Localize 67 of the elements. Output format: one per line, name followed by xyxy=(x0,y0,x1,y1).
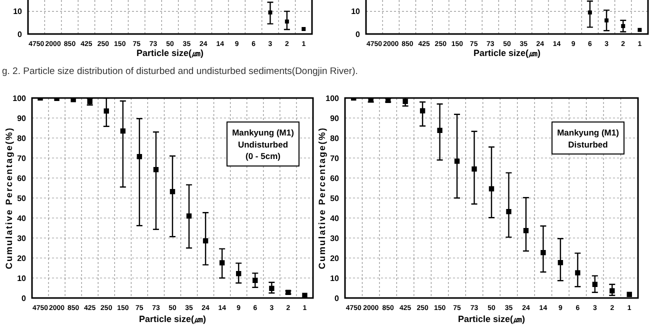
point xyxy=(120,128,126,134)
x-axis-title: Particle size(㎛) xyxy=(473,48,541,58)
point xyxy=(170,189,176,194)
y-tick-label: 100 xyxy=(12,94,27,103)
y-tick-label: 10 xyxy=(330,274,340,283)
y-tick-label: 10 xyxy=(17,274,27,283)
point xyxy=(202,238,208,244)
x-axis-title: Particle size(㎛) xyxy=(458,314,526,324)
annotation: Mankyung (M1) Disturbed xyxy=(557,127,620,150)
y-axis-title: Cumulative Percentage(%) xyxy=(4,126,14,270)
y-tick-label: 0 xyxy=(356,30,361,39)
y-tick-label: 90 xyxy=(17,114,27,123)
point xyxy=(268,10,272,14)
y-tick-label: 30 xyxy=(330,234,340,243)
y-tick-label: 100 xyxy=(326,94,340,103)
text: g. 2. Particle size distribution of disturbed and undisturbed sediments(Dongjin River). xyxy=(2,66,358,77)
y-tick-label: 40 xyxy=(330,214,340,223)
point xyxy=(540,250,546,256)
y-tick-label: 60 xyxy=(17,174,27,183)
point xyxy=(610,288,615,294)
point xyxy=(638,28,642,32)
point xyxy=(558,260,564,266)
y-tick-label: 80 xyxy=(330,134,340,143)
point xyxy=(236,271,242,276)
point xyxy=(523,228,529,234)
y-tick-label: 30 xyxy=(17,234,27,243)
point xyxy=(488,186,494,192)
point xyxy=(252,278,258,283)
point xyxy=(626,292,632,297)
x-axis-title: Particle size(㎛) xyxy=(136,48,204,58)
y-tick-label: 80 xyxy=(17,134,27,143)
point xyxy=(604,18,609,22)
point xyxy=(437,128,442,133)
point xyxy=(302,292,308,298)
y-tick-label: 0 xyxy=(18,30,23,39)
y-tick-label: 60 xyxy=(330,174,340,183)
point xyxy=(588,10,592,14)
y-tick-label: 70 xyxy=(330,154,340,163)
y-tick-label: 50 xyxy=(330,194,340,203)
point xyxy=(269,286,274,291)
point xyxy=(472,166,477,172)
y-tick-label: 0 xyxy=(22,294,27,303)
x-axis-title: Particle size(㎛) xyxy=(138,314,206,324)
point xyxy=(506,209,512,214)
y-tick-label: 20 xyxy=(330,254,340,263)
point xyxy=(186,213,192,219)
point xyxy=(284,20,289,24)
point xyxy=(153,167,159,172)
point xyxy=(575,270,580,276)
point xyxy=(592,282,598,287)
annotation: Mankyung (M1) Undisturbed (0 - 5cm) xyxy=(232,127,294,162)
y-tick-label: 70 xyxy=(17,154,27,163)
y-tick-label: 10 xyxy=(13,7,23,16)
point xyxy=(420,108,426,114)
point xyxy=(104,108,109,114)
y-tick-label: 40 xyxy=(17,214,27,223)
y-tick-label: 10 xyxy=(351,7,361,16)
y-tick-label: 0 xyxy=(334,294,340,303)
point xyxy=(621,24,626,28)
y-axis-title: Cumulative Percentage(%) xyxy=(317,126,327,270)
point xyxy=(219,260,225,266)
y-tick-label: 20 xyxy=(17,254,27,263)
y-tick-label: 50 xyxy=(17,194,27,203)
y-tick-label: 90 xyxy=(330,114,340,123)
point xyxy=(454,158,460,164)
point xyxy=(136,154,142,160)
point xyxy=(302,27,306,32)
